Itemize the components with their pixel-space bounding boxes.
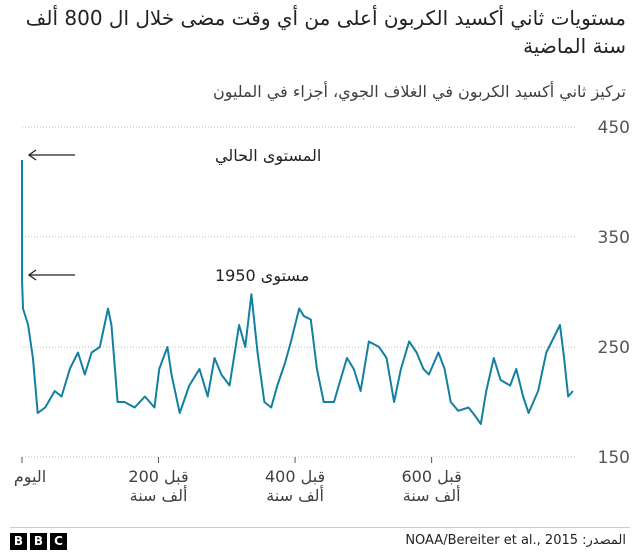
logo: C xyxy=(50,533,67,550)
subtitle: تركيز ثاني أكسيد الكربون في الغلاف الجوي… xyxy=(212,82,626,101)
logo: B xyxy=(10,533,27,550)
annotation: المستوى الحالي xyxy=(215,146,321,166)
arrowhead xyxy=(27,149,37,161)
x-tick-label: قبل 600 ألف سنة xyxy=(401,467,462,505)
chart-title: مستويات ثاني أكسيد الكربون أعلى من أي وق… xyxy=(25,6,626,58)
y-tick-label: 250 xyxy=(598,338,630,358)
x-tick-label: قبل 400 ألف سنة xyxy=(264,467,326,505)
annotation: مستوى 1950 xyxy=(215,266,309,286)
logo: B xyxy=(30,533,47,550)
line xyxy=(21,159,574,425)
y-tick-label: 350 xyxy=(598,228,630,248)
x-tick-label: قبل 200 ألف سنة xyxy=(128,467,189,505)
y-tick-label: 450 xyxy=(598,118,630,138)
divider xyxy=(10,527,630,528)
y-tick-label: 150 xyxy=(598,448,630,468)
x-tick-label: اليوم xyxy=(13,467,47,486)
source: المصدر: NOAA/Bereiter et al., 2015 xyxy=(405,533,626,548)
arrowhead xyxy=(27,269,37,281)
